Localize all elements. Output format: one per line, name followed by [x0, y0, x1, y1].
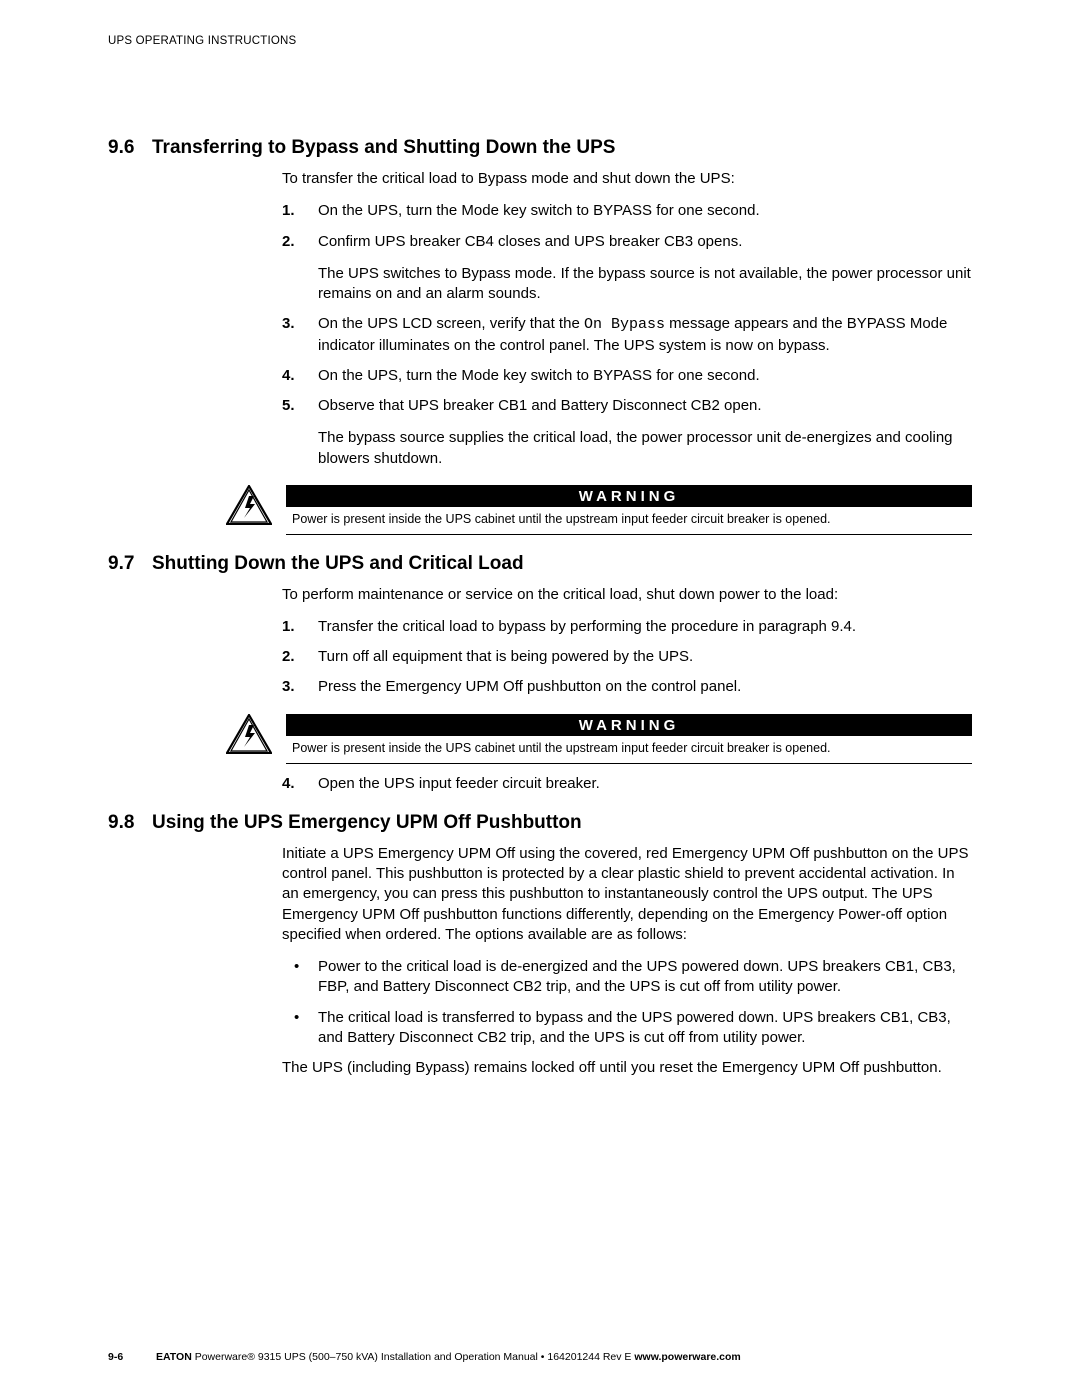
bullet-list: Power to the critical load is de-energiz…	[282, 957, 972, 1048]
page: UPS OPERATING INSTRUCTIONS 9.6 Transferr…	[0, 0, 1080, 1397]
section-heading-9-7: 9.7 Shutting Down the UPS and Critical L…	[108, 553, 972, 575]
section-title: Transferring to Bypass and Shutting Down…	[152, 137, 615, 159]
paragraph: Initiate a UPS Emergency UPM Off using t…	[282, 844, 972, 945]
section-heading-9-8: 9.8 Using the UPS Emergency UPM Off Push…	[108, 812, 972, 834]
step-text: Turn off all equipment that is being pow…	[318, 648, 693, 665]
section-number: 9.8	[108, 812, 152, 834]
step-item: On the UPS LCD screen, verify that the O…	[282, 314, 972, 356]
step-item: Transfer the critical load to bypass by …	[282, 617, 972, 637]
section-title: Shutting Down the UPS and Critical Load	[152, 553, 524, 575]
section-number: 9.6	[108, 137, 152, 159]
step-list: On the UPS, turn the Mode key switch to …	[282, 201, 972, 469]
step-list-continued: Open the UPS input feeder circuit breake…	[282, 774, 972, 794]
section-title: Using the UPS Emergency UPM Off Pushbutt…	[152, 812, 582, 834]
warning-content: WARNING Power is present inside the UPS …	[286, 714, 972, 764]
warning-block: WARNING Power is present inside the UPS …	[226, 485, 972, 535]
footer-mid: Powerware® 9315 UPS (500–750 kVA) Instal…	[192, 1351, 635, 1363]
step-item: Confirm UPS breaker CB4 closes and UPS b…	[282, 232, 972, 305]
bullet-text: Power to the critical load is de-energiz…	[318, 958, 956, 995]
section-body-9-7: To perform maintenance or service on the…	[282, 585, 972, 794]
warning-text: Power is present inside the UPS cabinet …	[286, 507, 972, 535]
intro-text: To transfer the critical load to Bypass …	[282, 169, 972, 189]
footer-brand: EATON	[156, 1351, 192, 1363]
warning-block: WARNING Power is present inside the UPS …	[226, 714, 972, 764]
bullet-item: The critical load is transferred to bypa…	[282, 1008, 972, 1049]
step-text: Press the Emergency UPM Off pushbutton o…	[318, 678, 741, 695]
step-text: Open the UPS input feeder circuit breake…	[318, 775, 600, 792]
step-text-mono: On Bypass	[584, 316, 665, 333]
footer-url: www.powerware.com	[634, 1351, 740, 1363]
paragraph: The UPS (including Bypass) remains locke…	[282, 1058, 972, 1078]
section-heading-9-6: 9.6 Transferring to Bypass and Shutting …	[108, 137, 972, 159]
page-footer: 9-6 EATON Powerware® 9315 UPS (500–750 k…	[108, 1351, 972, 1363]
step-text: Transfer the critical load to bypass by …	[318, 618, 856, 635]
step-extra-text: The bypass source supplies the critical …	[318, 428, 972, 469]
running-header: UPS OPERATING INSTRUCTIONS	[108, 35, 972, 47]
bullet-item: Power to the critical load is de-energiz…	[282, 957, 972, 998]
bullet-text: The critical load is transferred to bypa…	[318, 1009, 951, 1046]
step-item: On the UPS, turn the Mode key switch to …	[282, 366, 972, 386]
step-item: Turn off all equipment that is being pow…	[282, 647, 972, 667]
section-number: 9.7	[108, 553, 152, 575]
hazard-triangle-icon	[226, 714, 272, 754]
warning-label-bar: WARNING	[286, 714, 972, 736]
intro-text: To perform maintenance or service on the…	[282, 585, 972, 605]
footer-line: EATON Powerware® 9315 UPS (500–750 kVA) …	[156, 1351, 741, 1363]
step-extra-text: The UPS switches to Bypass mode. If the …	[318, 264, 972, 305]
page-number: 9-6	[108, 1351, 156, 1363]
step-item: Observe that UPS breaker CB1 and Battery…	[282, 396, 972, 469]
hazard-triangle-icon	[226, 485, 272, 525]
section-body-9-6: To transfer the critical load to Bypass …	[282, 169, 972, 535]
section-body-9-8: Initiate a UPS Emergency UPM Off using t…	[282, 844, 972, 1079]
step-text: Confirm UPS breaker CB4 closes and UPS b…	[318, 233, 742, 250]
step-item: Press the Emergency UPM Off pushbutton o…	[282, 677, 972, 697]
step-list: Transfer the critical load to bypass by …	[282, 617, 972, 698]
step-item: Open the UPS input feeder circuit breake…	[282, 774, 972, 794]
warning-content: WARNING Power is present inside the UPS …	[286, 485, 972, 535]
step-text: On the UPS, turn the Mode key switch to …	[318, 202, 760, 219]
step-text: Observe that UPS breaker CB1 and Battery…	[318, 397, 762, 414]
step-text-part: On the UPS LCD screen, verify that the	[318, 315, 584, 332]
step-text: On the UPS, turn the Mode key switch to …	[318, 367, 760, 384]
step-item: On the UPS, turn the Mode key switch to …	[282, 201, 972, 221]
warning-label-bar: WARNING	[286, 485, 972, 507]
warning-text: Power is present inside the UPS cabinet …	[286, 736, 972, 764]
